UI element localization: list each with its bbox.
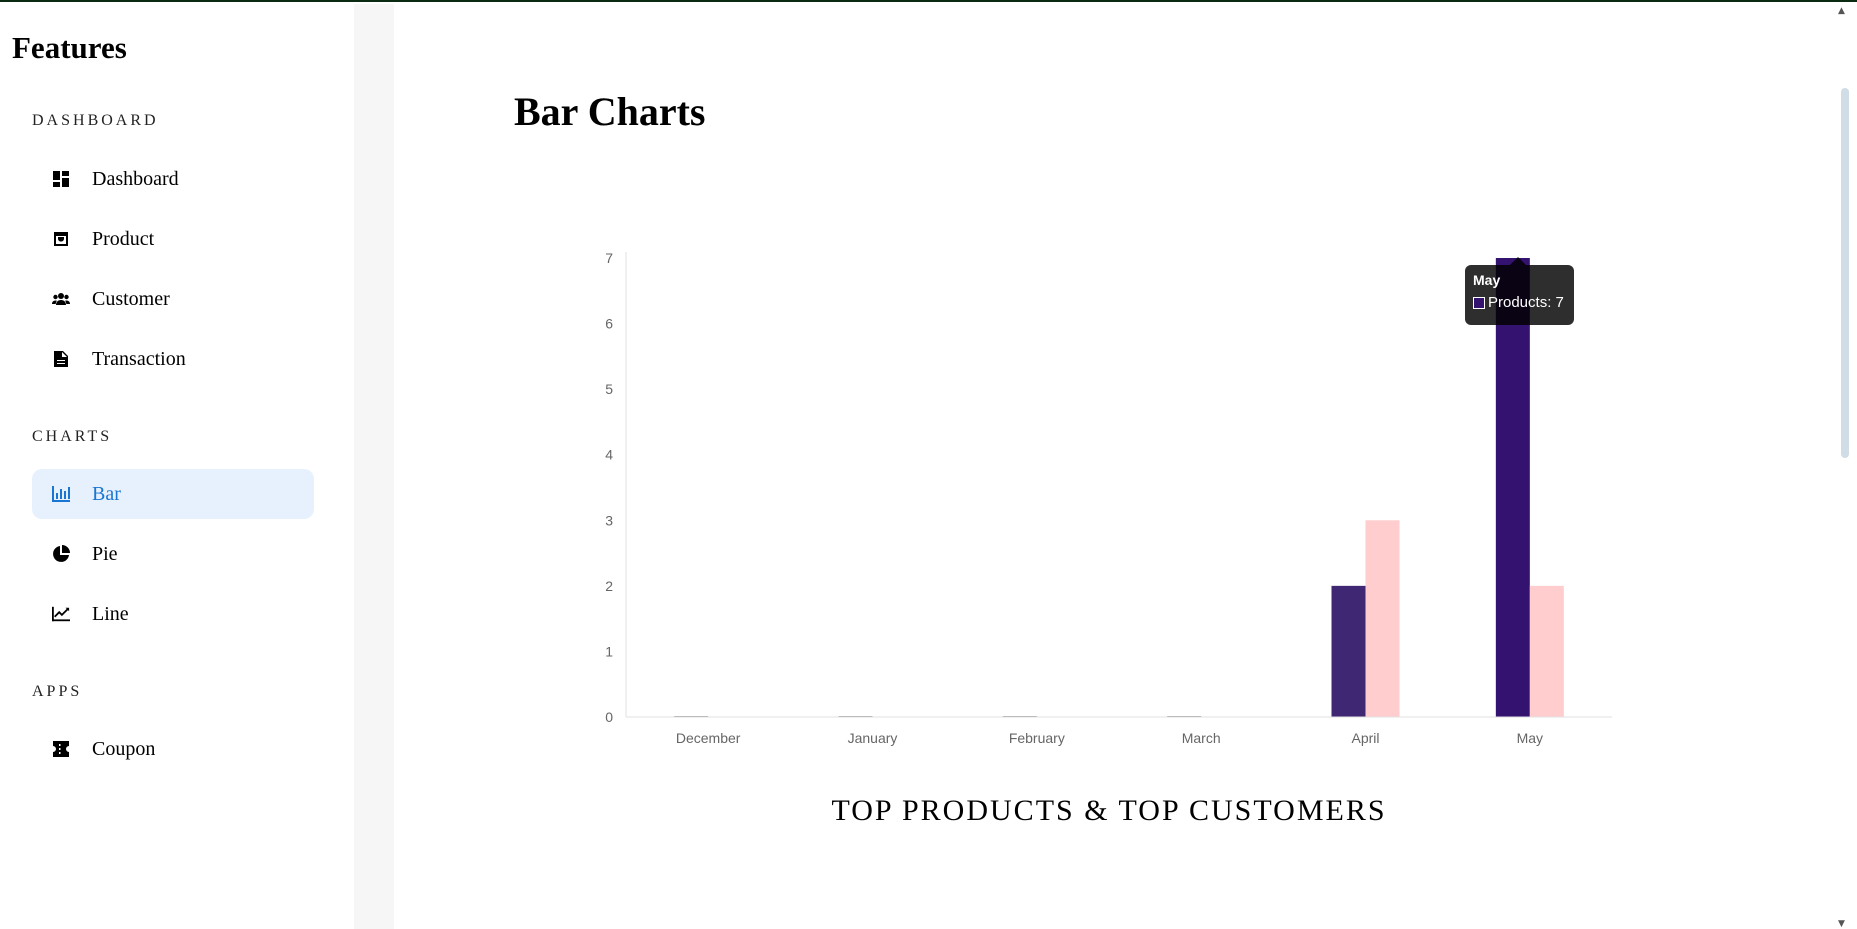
- scroll-down-icon[interactable]: ▼: [1838, 919, 1845, 929]
- x-tick-label: February: [1009, 730, 1065, 746]
- chart-tooltip: May Products: 7: [1465, 257, 1574, 325]
- y-tick-label: 4: [605, 447, 613, 463]
- sidebar-item-bar[interactable]: Bar: [32, 469, 314, 519]
- tooltip-swatch: [1473, 296, 1485, 309]
- x-tick-label: December: [676, 730, 741, 746]
- line-chart-icon: [52, 605, 70, 623]
- tooltip-title: May: [1473, 272, 1501, 288]
- brand-title: Features: [12, 30, 127, 65]
- x-tick-label: January: [848, 730, 898, 746]
- x-tick-label: April: [1351, 730, 1379, 746]
- tooltip-text: Products: 7: [1488, 294, 1564, 311]
- vertical-scrollbar[interactable]: ▲ ▼: [1834, 4, 1857, 929]
- content-gutter: [354, 4, 394, 929]
- sidebar-item-label: Bar: [92, 482, 121, 505]
- bar-customers[interactable]: [1365, 520, 1400, 717]
- sidebar: Features DASHBOARD Dashboard Product Cus…: [0, 4, 354, 929]
- y-tick-label: 2: [605, 578, 613, 594]
- bar-products[interactable]: [1331, 585, 1366, 717]
- bar-customers[interactable]: [1529, 585, 1564, 717]
- y-tick-label: 6: [605, 316, 613, 332]
- product-icon: [52, 230, 70, 248]
- section-label-apps: APPS: [32, 683, 83, 700]
- tooltip-caret: [1510, 257, 1526, 265]
- coupon-icon: [52, 740, 70, 758]
- sidebar-item-label: Transaction: [92, 347, 186, 370]
- sidebar-item-label: Pie: [92, 542, 118, 565]
- main-content: Bar Charts 0 1 2 3 4 5 6 7 December January Febru…: [394, 4, 1834, 929]
- page-title: Bar Charts: [514, 89, 706, 134]
- chart-caption: TOP PRODUCTS & TOP CUSTOMERS: [831, 794, 1387, 827]
- sidebar-item-transaction[interactable]: Transaction: [32, 334, 314, 384]
- bar-products[interactable]: [1495, 258, 1530, 717]
- sidebar-item-label: Dashboard: [92, 167, 179, 190]
- y-tick-label: 7: [605, 250, 613, 266]
- y-tick-label: 3: [605, 512, 613, 528]
- transaction-icon: [52, 350, 70, 368]
- sidebar-item-label: Product: [92, 227, 155, 250]
- customer-icon: [52, 290, 70, 308]
- sidebar-item-label: Coupon: [92, 737, 156, 760]
- section-label-dashboard: DASHBOARD: [32, 112, 159, 129]
- scroll-thumb[interactable]: [1841, 88, 1849, 458]
- y-tick-label: 5: [605, 381, 613, 397]
- dashboard-icon: [52, 170, 70, 188]
- sidebar-item-dashboard[interactable]: Dashboard: [32, 154, 314, 204]
- x-tick-label: May: [1517, 730, 1543, 746]
- sidebar-item-line[interactable]: Line: [32, 589, 314, 639]
- section-label-charts: CHARTS: [32, 428, 113, 445]
- x-tick-label: March: [1182, 730, 1221, 746]
- tooltip-row: Products: 7: [1473, 294, 1566, 311]
- sidebar-item-label: Customer: [92, 287, 170, 310]
- sidebar-item-coupon[interactable]: Coupon: [32, 724, 314, 774]
- y-tick-label: 1: [605, 643, 613, 659]
- sidebar-item-pie[interactable]: Pie: [32, 529, 314, 579]
- sidebar-item-product[interactable]: Product: [32, 214, 314, 264]
- y-tick-label: 0: [605, 709, 613, 725]
- pie-chart-icon: [52, 545, 70, 563]
- bar-chart-icon: [52, 485, 70, 503]
- bar-chart: 0 1 2 3 4 5 6 7 December January February March Apr…: [605, 250, 1612, 746]
- scroll-up-icon[interactable]: ▲: [1838, 6, 1845, 16]
- sidebar-item-label: Line: [92, 602, 129, 625]
- sidebar-item-customer[interactable]: Customer: [32, 274, 314, 324]
